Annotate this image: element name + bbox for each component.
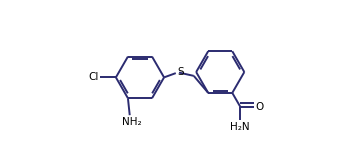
- Text: NH₂: NH₂: [122, 117, 141, 127]
- Text: S: S: [177, 67, 184, 77]
- Text: H₂N: H₂N: [231, 122, 250, 132]
- Text: Cl: Cl: [89, 72, 99, 82]
- Text: O: O: [255, 102, 264, 112]
